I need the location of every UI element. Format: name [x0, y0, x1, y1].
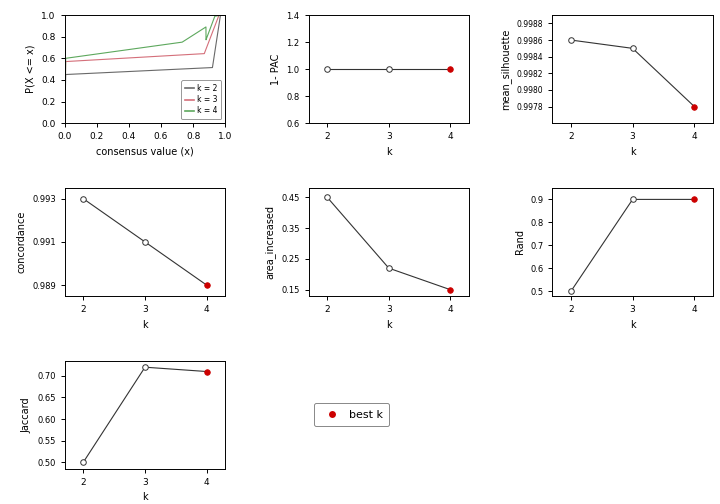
X-axis label: k: k	[386, 147, 392, 157]
Legend: best k: best k	[314, 403, 390, 426]
X-axis label: k: k	[630, 147, 636, 157]
Y-axis label: Rand: Rand	[515, 229, 525, 255]
X-axis label: consensus value (x): consensus value (x)	[96, 147, 194, 157]
Y-axis label: 1- PAC: 1- PAC	[271, 53, 281, 85]
Y-axis label: P(X <= x): P(X <= x)	[26, 45, 36, 93]
Legend: k = 2, k = 3, k = 4: k = 2, k = 3, k = 4	[181, 80, 221, 119]
Y-axis label: Jaccard: Jaccard	[22, 397, 32, 432]
X-axis label: k: k	[630, 320, 636, 330]
Y-axis label: mean_silhouette: mean_silhouette	[500, 28, 511, 110]
Y-axis label: area_increased: area_increased	[265, 205, 276, 279]
X-axis label: k: k	[142, 492, 148, 502]
X-axis label: k: k	[142, 320, 148, 330]
X-axis label: k: k	[386, 320, 392, 330]
Y-axis label: concordance: concordance	[17, 211, 27, 273]
